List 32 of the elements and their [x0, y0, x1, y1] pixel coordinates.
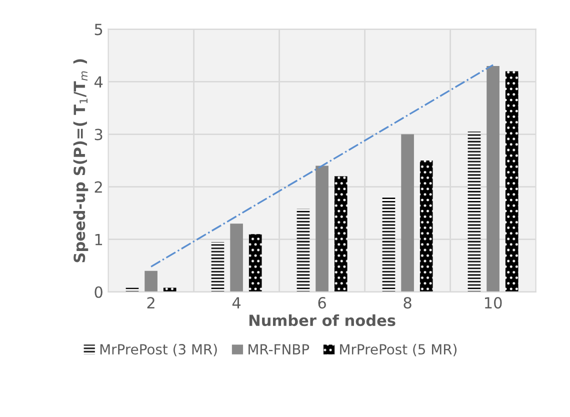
bar	[382, 196, 396, 292]
bar	[401, 134, 414, 292]
x-tick-label: 10	[485, 297, 502, 309]
bar	[316, 166, 328, 292]
bar	[468, 132, 481, 292]
legend-label: MrPrePost (5 MR)	[340, 344, 457, 356]
bar	[420, 160, 433, 292]
y-tick-label: 3	[94, 128, 102, 140]
bar	[163, 288, 176, 292]
bar	[505, 71, 518, 292]
y-tick-label: 2	[94, 181, 102, 193]
bar	[144, 270, 158, 292]
y-tick-label: 0	[94, 286, 102, 298]
x-tick-label: 6	[318, 297, 326, 309]
y-tick-label: 1	[95, 234, 102, 246]
line-series	[150, 64, 494, 268]
bar	[334, 176, 348, 292]
bar	[248, 234, 262, 292]
y-tick-label: 5	[94, 24, 102, 36]
y-axis-title: Speed-up S(P)=( T$_{1}$/T$_{m}$ )	[73, 59, 88, 262]
bar	[296, 208, 310, 292]
bar	[126, 288, 139, 292]
x-tick-label: 2	[147, 297, 154, 308]
x-tick-label: 4	[232, 297, 241, 308]
y-tick-label: 4	[94, 76, 103, 88]
bar	[211, 242, 224, 292]
bar	[486, 66, 500, 292]
bar	[230, 224, 243, 292]
legend-label: MR-FNBP	[248, 344, 310, 354]
legend-label: MrPrePost (3 MR)	[100, 344, 217, 356]
x-tick-label: 8	[404, 297, 412, 309]
x-axis-title: Number of nodes	[249, 314, 396, 326]
